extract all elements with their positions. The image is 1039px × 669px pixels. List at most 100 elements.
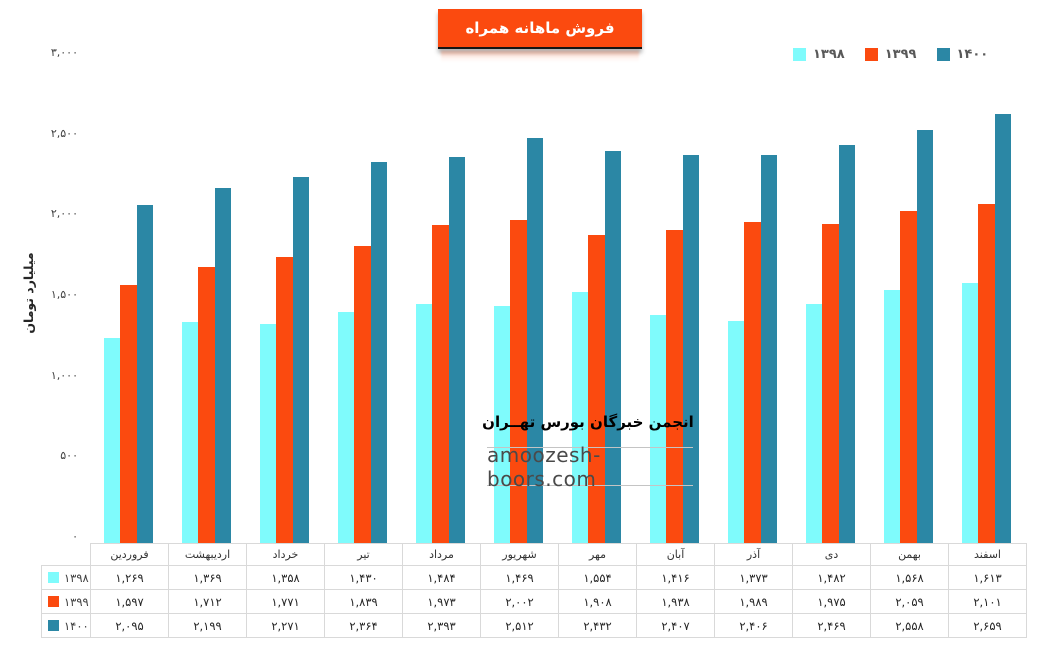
y-tick-2000: ۲,۰۰۰ [50,207,78,221]
bar-1399-mordad [432,224,449,543]
table-header-month-aban: آبان [636,543,715,566]
y-tick-500: ۵۰۰ [60,449,78,463]
table-cell-1398-dey: ۱,۴۸۲ [792,565,871,590]
legend-label-1399: ۱۳۹۹ [884,47,917,62]
bar-1400-tir [370,161,388,543]
table-cell-1400-khordad: ۲,۲۷۱ [246,613,325,638]
data-table: فروردین اردیبهشت خرداد تیر مرداد شهریور مهر آبا… [41,543,1027,638]
table-cell-1399-aban: ۱,۹۳۸ [636,589,715,614]
table-row-header-1400: ۱۴۰۰ [41,613,91,638]
legend-label-1400: ۱۴۰۰ [956,47,989,62]
table-cell-1399-mordad: ۱,۹۷۳ [402,589,481,614]
table-row-1399: ۱۳۹۹ ۱,۵۹۷ ۱,۷۱۲ ۱,۷۷۱ ۱,۸۳۹ ۱,۹۷۳ ۲,۰۰۲ ۱,۹۰۸ ۱… [41,589,1027,614]
bar-1398-bahman [883,290,901,543]
bar-1398-ordibehesht [181,322,199,543]
table-cell-1398-farvardin: ۱,۲۶۹ [90,565,169,590]
table-cell-1398-mordad: ۱,۴۸۴ [402,565,481,590]
table-cell-1398-tir: ۱,۴۳۰ [324,565,403,590]
table-header-month-esfand: اسفند [948,543,1027,566]
bar-1399-mehr [588,235,605,543]
watermark-association: انجمن خبرگان بورس تهــران [482,413,694,431]
bar-1398-khordad [259,323,277,543]
table-cell-1398-azar: ۱,۳۷۳ [714,565,793,590]
bar-1398-tir [337,312,355,543]
watermark-website: amoozesh-boors.com [487,443,693,491]
table-cell-1399-tir: ۱,۸۳۹ [324,589,403,614]
table-cell-1400-azar: ۲,۴۰۶ [714,613,793,638]
table-header-month-azar: آذر [714,543,793,566]
y-tick-0: ۰ [72,530,78,543]
bar-1399-tir [354,246,371,543]
table-cell-1399-farvardin: ۱,۵۹۷ [90,589,169,614]
chart-title: فروش ماهانه همراه [438,9,642,49]
bar-1400-shahrivar [526,137,544,543]
table-header-month-mehr: مهر [558,543,637,566]
bar-1400-bahman [916,130,934,543]
bar-1400-dey [838,144,856,543]
bar-1400-azar [760,154,778,543]
bar-1398-dey [805,303,823,543]
bar-1398-farvardin [103,338,121,543]
table-cell-1400-mehr: ۲,۴۳۲ [558,613,637,638]
bar-1399-esfand [978,204,995,543]
table-cell-1398-esfand: ۱,۶۱۳ [948,565,1027,590]
legend: ۱۳۹۸ ۱۳۹۹ ۱۴۰۰ [793,47,988,62]
table-header-month-tir: تیر [324,543,403,566]
table-swatch-1399 [48,596,59,607]
bar-1398-shahrivar [493,306,511,543]
bar-1398-esfand [961,282,979,543]
table-header-month-farvardin: فروردین [90,543,169,566]
table-cell-1399-shahrivar: ۲,۰۰۲ [480,589,559,614]
table-header-month-ordibehesht: اردیبهشت [168,543,247,566]
table-swatch-1398 [48,572,59,583]
table-header-month-khordad: خرداد [246,543,325,566]
bar-1398-mordad [415,303,433,543]
table-cell-1398-shahrivar: ۱,۴۶۹ [480,565,559,590]
table-swatch-1400 [48,620,59,631]
y-tick-3000: ۳,۰۰۰ [50,46,78,59]
y-tick-1000: ۱,۰۰۰ [50,368,78,382]
legend-label-1398: ۱۳۹۸ [813,47,845,62]
table-cell-1400-mordad: ۲,۳۹۳ [402,613,481,638]
legend-item-1400: ۱۴۰۰ [936,47,989,62]
table-year-label-1398: ۱۳۹۸ [64,570,89,585]
chart-title-reflection [441,51,639,62]
table-cell-1400-dey: ۲,۴۶۹ [792,613,871,638]
bar-1399-khordad [276,257,293,543]
table-cell-1398-bahman: ۱,۵۶۸ [870,565,949,590]
legend-swatch-1399 [864,48,878,61]
table-cell-1400-esfand: ۲,۶۵۹ [948,613,1027,638]
bar-1399-dey [822,224,839,543]
table-cell-1400-aban: ۲,۴۰۷ [636,613,715,638]
table-cell-1400-farvardin: ۲,۰۹۵ [90,613,169,638]
table-cell-1398-khordad: ۱,۳۵۸ [246,565,325,590]
table-cell-1399-esfand: ۲,۱۰۱ [948,589,1027,614]
bar-1399-bahman [900,210,917,543]
bar-1398-mehr [571,292,589,543]
table-cell-1400-ordibehesht: ۲,۱۹۹ [168,613,247,638]
table-cell-1399-mehr: ۱,۹۰۸ [558,589,637,614]
legend-item-1399: ۱۳۹۹ [864,47,917,62]
table-corner-cell [42,544,91,566]
table-header-month-mordad: مرداد [402,543,481,566]
bar-1398-azar [727,321,745,543]
table-cell-1398-ordibehesht: ۱,۳۶۹ [168,565,247,590]
bar-1399-ordibehesht [198,266,215,543]
table-cell-1400-shahrivar: ۲,۵۱۲ [480,613,559,638]
table-header-month-bahman: بهمن [870,543,949,566]
y-tick-1500: ۱,۵۰۰ [50,288,78,301]
table-row-1398: ۱۳۹۸ ۱,۲۶۹ ۱,۳۶۹ ۱,۳۵۸ ۱,۴۳۰ ۱,۴۸۴ ۱,۴۶۹ ۱,۵۵۴ ۱… [41,565,1027,590]
bar-1399-azar [744,222,761,543]
table-cell-1398-aban: ۱,۴۱۶ [636,565,715,590]
table-header-month-shahrivar: شهریور [480,543,559,566]
bar-1400-mordad [448,156,466,543]
table-cell-1399-azar: ۱,۹۸۹ [714,589,793,614]
legend-item-1398: ۱۳۹۸ [793,47,845,62]
table-cell-1399-ordibehesht: ۱,۷۱۲ [168,589,247,614]
table-row-header-1399: ۱۳۹۹ [41,589,91,614]
bar-1399-shahrivar [510,220,527,543]
bar-1399-farvardin [120,285,137,543]
table-row-header-1398: ۱۳۹۸ [41,565,91,590]
table-cell-1399-dey: ۱,۹۷۵ [792,589,871,614]
